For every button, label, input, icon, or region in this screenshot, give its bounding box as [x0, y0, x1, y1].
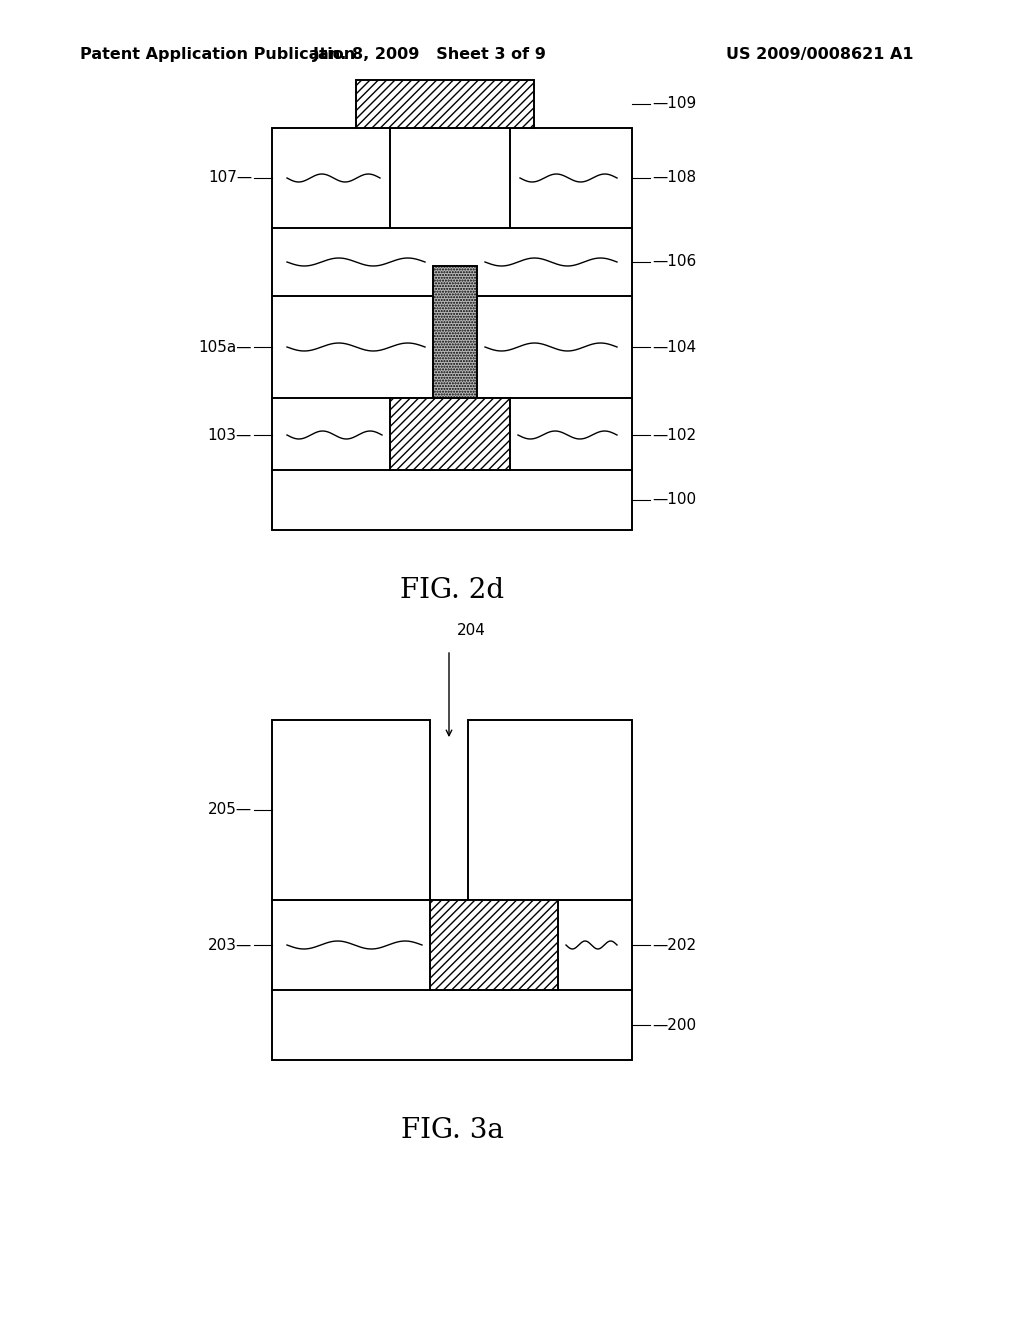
Bar [272, 719, 430, 900]
Bar [468, 719, 632, 900]
Text: —106: —106 [652, 255, 696, 269]
Text: 105a—: 105a— [199, 339, 252, 355]
Text: Jan. 8, 2009   Sheet 3 of 9: Jan. 8, 2009 Sheet 3 of 9 [313, 48, 547, 62]
Text: 205—: 205— [208, 803, 252, 817]
Text: 203—: 203— [208, 937, 252, 953]
Bar [390, 399, 510, 470]
Text: —102: —102 [652, 428, 696, 442]
Text: —202: —202 [652, 937, 696, 953]
Text: US 2009/0008621 A1: US 2009/0008621 A1 [726, 48, 913, 62]
Text: —109: —109 [652, 96, 696, 111]
Text: FIG. 2d: FIG. 2d [400, 577, 504, 603]
Bar [272, 900, 632, 1060]
Text: —100: —100 [652, 492, 696, 507]
Text: 103—: 103— [208, 428, 252, 442]
Bar [356, 81, 534, 128]
Text: 107—: 107— [208, 170, 252, 186]
Text: Patent Application Publication: Patent Application Publication [80, 48, 355, 62]
Text: FIG. 3a: FIG. 3a [400, 1117, 504, 1143]
Text: —200: —200 [652, 1018, 696, 1032]
Bar [433, 267, 477, 399]
Text: 204: 204 [457, 623, 485, 638]
Text: —104: —104 [652, 339, 696, 355]
Bar [272, 128, 632, 531]
Text: —108: —108 [652, 170, 696, 186]
Bar [430, 900, 558, 990]
